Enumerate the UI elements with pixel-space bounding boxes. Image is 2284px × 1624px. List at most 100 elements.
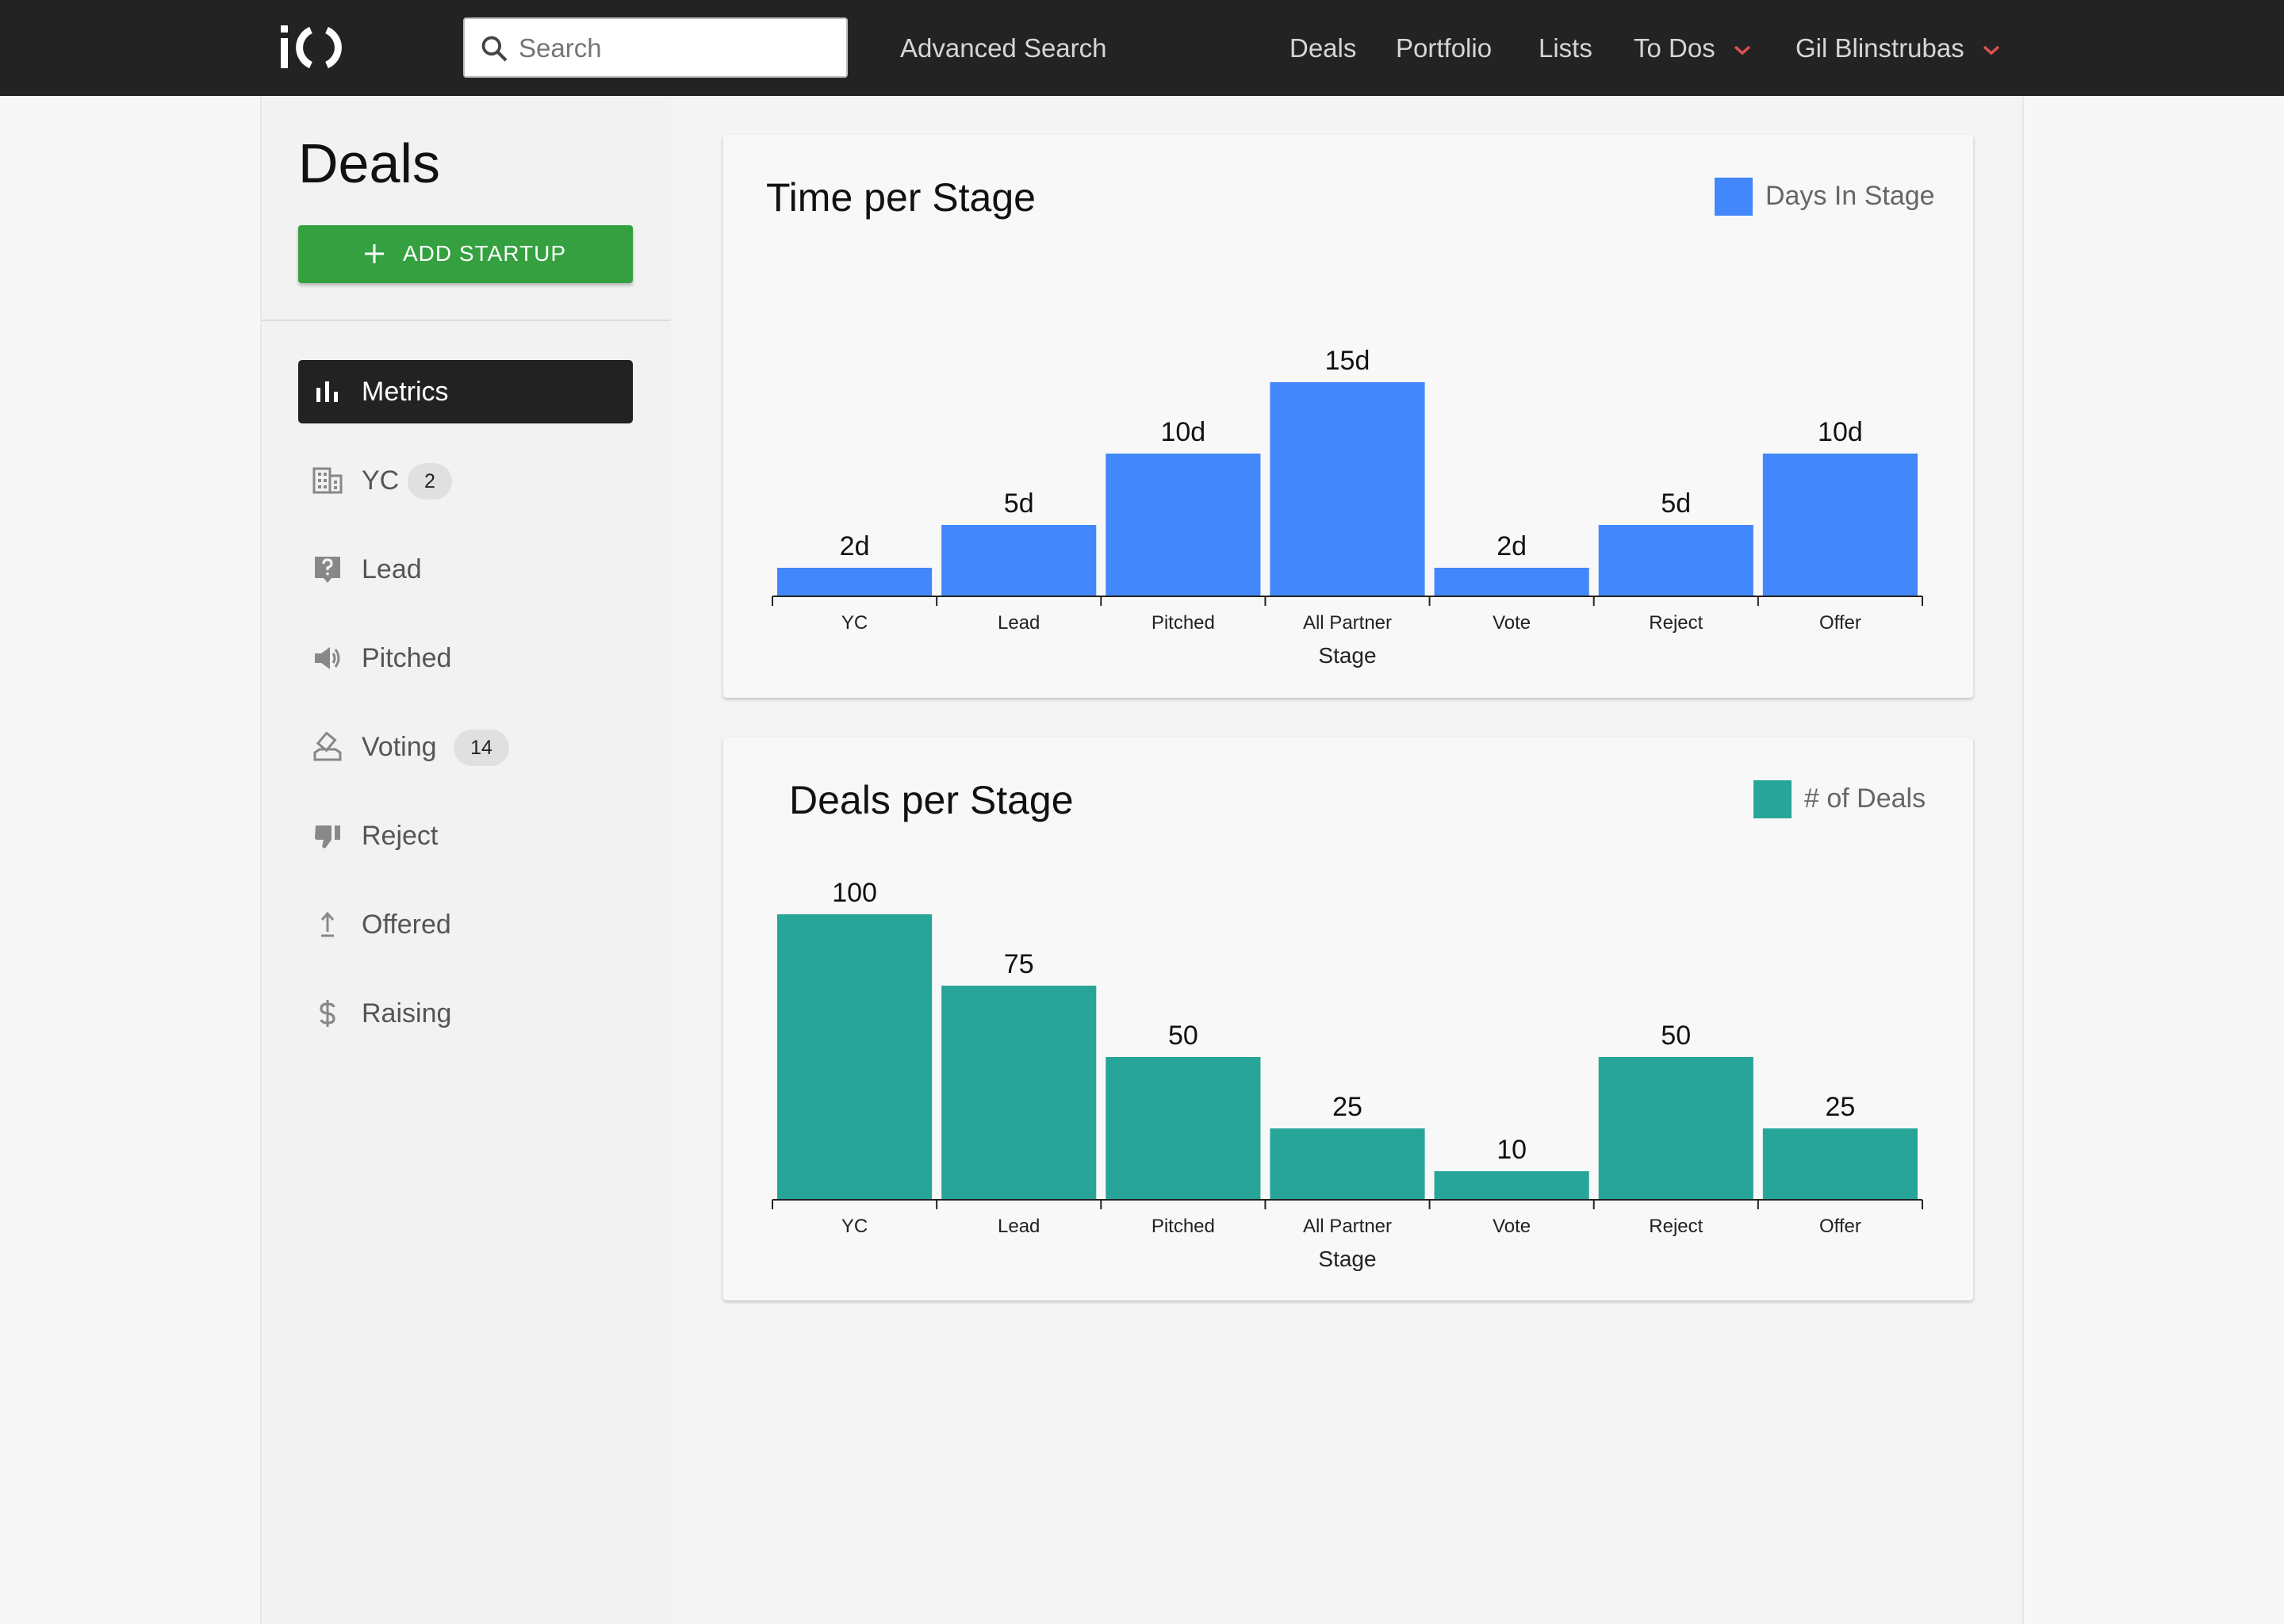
sidebar-item-label: Reject bbox=[362, 821, 439, 851]
bar-value-label: 100 bbox=[832, 878, 877, 908]
add-startup-button[interactable]: ADD STARTUP bbox=[298, 225, 633, 283]
bar-value-label: 25 bbox=[1826, 1092, 1856, 1122]
bar-value-label: 25 bbox=[1332, 1092, 1362, 1122]
sidebar-item-metrics[interactable]: Metrics bbox=[298, 360, 633, 423]
bar-vote[interactable] bbox=[1434, 1171, 1589, 1200]
nav-deals[interactable]: Deals bbox=[1290, 33, 1357, 63]
page-title: Deals bbox=[298, 132, 440, 194]
x-tick-label: All Partner bbox=[1303, 1216, 1392, 1237]
sidebar bbox=[262, 96, 671, 1624]
x-tick-label: Offer bbox=[1819, 612, 1861, 634]
sidebar-item-label: YC bbox=[362, 465, 400, 496]
time-per-stage-chart: 2d YC 5d Lead 10d Pitched 15d All Partner 2d Vote… bbox=[772, 346, 1923, 668]
x-tick-label: Vote bbox=[1493, 1216, 1531, 1237]
x-tick-label: Pitched bbox=[1152, 612, 1215, 634]
bar-value-label: 5d bbox=[1004, 488, 1034, 519]
sidebar-divider bbox=[262, 320, 671, 321]
legend-swatch bbox=[1753, 780, 1792, 818]
x-tick-label: YC bbox=[841, 612, 868, 634]
x-tick-label: Lead bbox=[998, 612, 1040, 634]
plus-icon bbox=[365, 244, 384, 263]
building-icon bbox=[312, 467, 343, 494]
bar-yc[interactable] bbox=[777, 914, 933, 1200]
bar-value-label: 10 bbox=[1496, 1135, 1527, 1165]
ballot-icon bbox=[313, 732, 342, 761]
count-badge: 14 bbox=[454, 730, 509, 766]
x-tick-label: Reject bbox=[1649, 612, 1703, 634]
bar-value-label: 15d bbox=[1325, 346, 1370, 376]
x-tick-label: Pitched bbox=[1152, 1216, 1215, 1237]
search-input[interactable] bbox=[519, 27, 836, 70]
nav-portfolio[interactable]: Portfolio bbox=[1396, 33, 1493, 63]
x-tick-label: Offer bbox=[1819, 1216, 1861, 1237]
bar-all-partner[interactable] bbox=[1270, 382, 1425, 596]
bar-value-label: 50 bbox=[1168, 1021, 1198, 1051]
sidebar-item-yc[interactable]: YC 2 bbox=[298, 449, 633, 512]
top-navigation-bar: Advanced Search Deals Portfolio Lists To… bbox=[0, 0, 2284, 96]
deals-per-stage-card: Deals per Stage # of Deals 100 YC 75 Lead 50… bbox=[723, 737, 1973, 1300]
sidebar-item-label: Raising bbox=[362, 998, 452, 1028]
bar-value-label: 10d bbox=[1160, 417, 1205, 447]
x-tick-label: Lead bbox=[998, 1216, 1040, 1237]
sidebar-item-label: Lead bbox=[362, 554, 422, 584]
bar-reject[interactable] bbox=[1598, 1057, 1753, 1200]
x-axis-title: Stage bbox=[1318, 1247, 1376, 1271]
bar-yc[interactable] bbox=[777, 568, 933, 596]
bar-offer[interactable] bbox=[1762, 1128, 1918, 1200]
bar-pitched[interactable] bbox=[1106, 1057, 1261, 1200]
x-tick-label: Reject bbox=[1649, 1216, 1703, 1237]
x-tick-label: All Partner bbox=[1303, 612, 1392, 634]
add-startup-label: ADD STARTUP bbox=[403, 241, 566, 266]
bar-all-partner[interactable] bbox=[1270, 1128, 1425, 1200]
sidebar-item-label: Metrics bbox=[362, 377, 449, 407]
search-icon bbox=[481, 36, 508, 62]
sidebar-item-pitched[interactable]: Pitched bbox=[298, 626, 633, 690]
page-gutter-right bbox=[2024, 96, 2284, 1624]
bar-lead[interactable] bbox=[941, 986, 1097, 1200]
chevron-down-icon bbox=[1983, 45, 1999, 56]
chart-title: Time per Stage bbox=[766, 175, 1036, 220]
bar-vote[interactable] bbox=[1434, 568, 1589, 596]
nav-user-menu[interactable]: Gil Blinstrubas bbox=[1795, 0, 2001, 96]
sidebar-item-label: Voting bbox=[362, 732, 437, 762]
megaphone-icon bbox=[315, 647, 340, 669]
sidebar-item-label: Offered bbox=[362, 910, 451, 940]
sidebar-item-offered[interactable]: Offered bbox=[298, 893, 633, 956]
bar-value-label: 2d bbox=[840, 531, 870, 561]
sidebar-item-voting[interactable]: Voting 14 bbox=[298, 715, 633, 779]
sidebar-item-reject[interactable]: Reject bbox=[298, 804, 633, 868]
nav-lists[interactable]: Lists bbox=[1539, 33, 1592, 63]
question-icon bbox=[315, 557, 340, 583]
sidebar-item-lead[interactable]: Lead bbox=[298, 538, 633, 601]
chart-title: Deals per Stage bbox=[789, 778, 1074, 822]
count-badge: 2 bbox=[408, 463, 452, 500]
legend-label: # of Deals bbox=[1804, 783, 1926, 814]
bar-pitched[interactable] bbox=[1106, 454, 1261, 596]
user-name: Gil Blinstrubas bbox=[1795, 33, 1964, 63]
bar-value-label: 10d bbox=[1818, 417, 1863, 447]
x-axis-title: Stage bbox=[1318, 643, 1376, 668]
search-box[interactable] bbox=[463, 17, 848, 78]
x-tick-label: Vote bbox=[1493, 612, 1531, 634]
bar-chart-icon bbox=[316, 381, 338, 402]
upload-arrow-icon bbox=[320, 911, 335, 937]
sidebar-item-raising[interactable]: Raising bbox=[298, 982, 633, 1045]
deals-per-stage-chart: 100 YC 75 Lead 50 Pitched 25 All Partner 10 Vote 5… bbox=[772, 878, 1923, 1271]
bar-lead[interactable] bbox=[941, 525, 1097, 596]
app-logo[interactable] bbox=[278, 19, 357, 75]
page-gutter-left bbox=[0, 96, 260, 1624]
bar-value-label: 5d bbox=[1661, 488, 1691, 519]
bar-value-label: 50 bbox=[1661, 1021, 1691, 1051]
sidebar-item-label: Pitched bbox=[362, 643, 452, 673]
thumbs-down-icon bbox=[315, 825, 340, 848]
bar-reject[interactable] bbox=[1598, 525, 1753, 596]
legend-label: Days In Stage bbox=[1765, 181, 1935, 211]
bar-offer[interactable] bbox=[1762, 454, 1918, 596]
x-tick-label: YC bbox=[841, 1216, 868, 1237]
time-per-stage-card: Time per Stage Days In Stage 2d YC 5d Lead 1… bbox=[723, 135, 1973, 698]
bar-value-label: 75 bbox=[1004, 949, 1034, 979]
nav-advanced-search[interactable]: Advanced Search bbox=[900, 33, 1107, 63]
dollar-icon bbox=[320, 1000, 335, 1027]
nav-todos[interactable]: To Dos bbox=[1634, 0, 1752, 96]
chevron-down-icon bbox=[1734, 45, 1750, 56]
